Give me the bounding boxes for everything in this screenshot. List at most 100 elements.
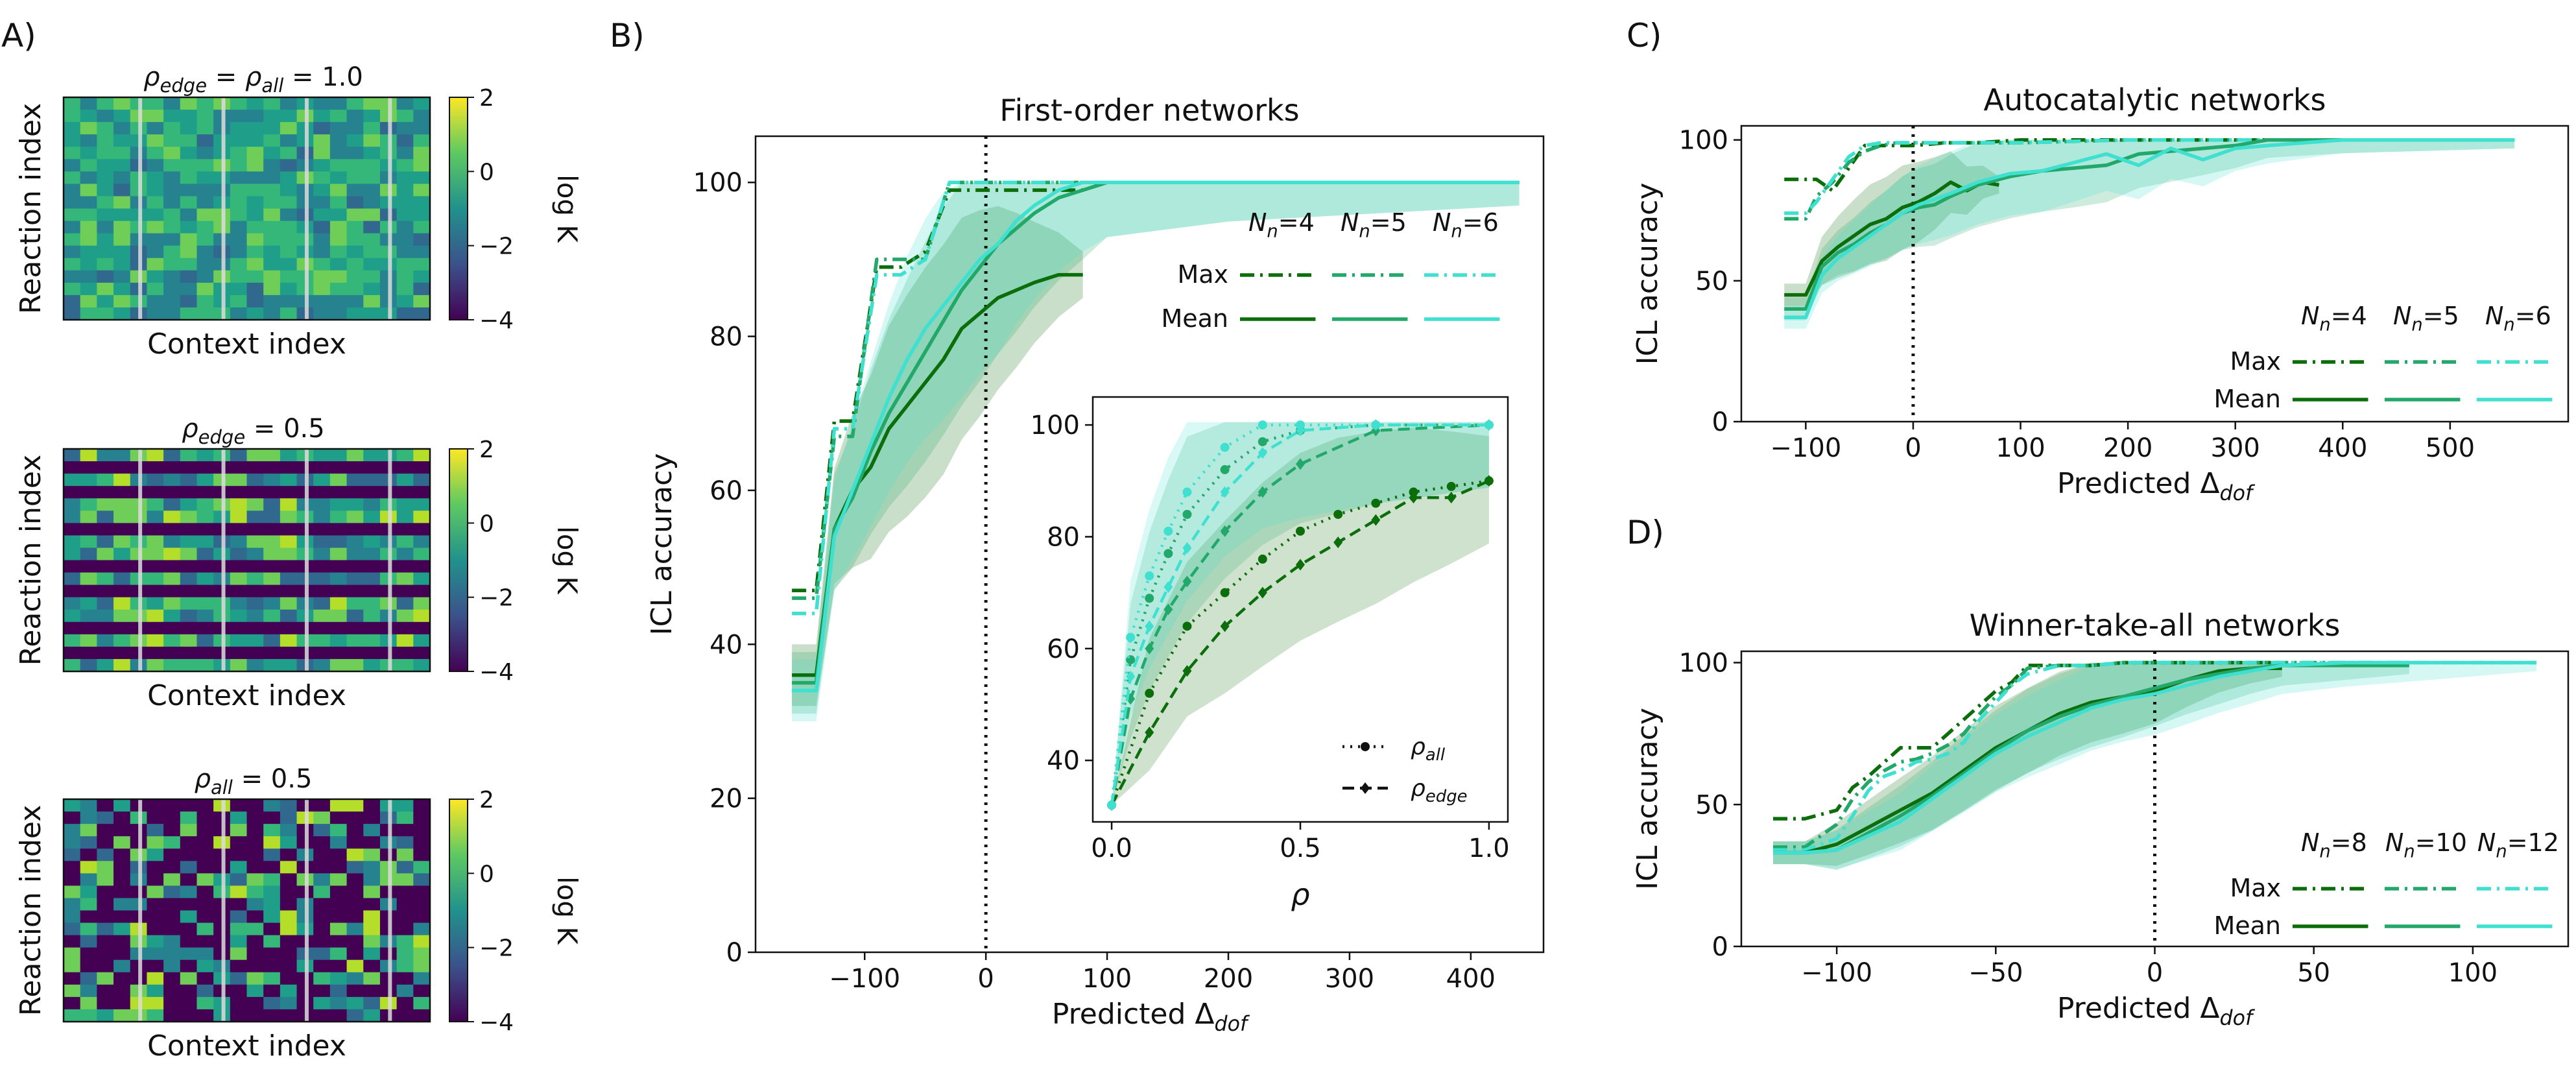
heatmap-cell bbox=[147, 658, 164, 672]
heatmap-cell bbox=[329, 910, 348, 924]
heatmap-cell bbox=[97, 885, 114, 899]
inset-marker-diamond bbox=[1220, 525, 1230, 537]
heatmap-cell bbox=[64, 547, 81, 561]
heatmap-cell bbox=[80, 799, 97, 812]
heatmap-cell bbox=[230, 295, 248, 308]
heatmap-cell bbox=[263, 996, 281, 1010]
heatmap-cell bbox=[197, 898, 214, 911]
heatmap-frame bbox=[62, 448, 431, 673]
heatmap-cell bbox=[180, 498, 198, 511]
heatmap-cell bbox=[64, 836, 81, 849]
heatmap-cell bbox=[97, 935, 114, 948]
heatmap-cell bbox=[329, 922, 348, 936]
heatmap-cell bbox=[163, 147, 181, 160]
heatmap-cell bbox=[147, 609, 164, 623]
heatmap-cell bbox=[280, 233, 298, 246]
heatmap-cell bbox=[313, 984, 331, 998]
heatmap-cell bbox=[180, 824, 198, 837]
heatmap-cell bbox=[113, 996, 131, 1010]
heatmap-cell bbox=[329, 947, 348, 961]
heatmap-cell bbox=[230, 621, 248, 635]
heatmap-cell bbox=[413, 547, 431, 561]
heatmap-cell bbox=[97, 449, 114, 462]
heatmap-cell bbox=[413, 634, 431, 647]
heatmap-cell bbox=[230, 245, 248, 259]
heatmap-cell bbox=[263, 560, 281, 573]
inset-marker-diamond bbox=[1163, 581, 1173, 594]
heatmap-cell bbox=[246, 984, 264, 998]
heatmap-cell bbox=[313, 609, 331, 623]
heatmap-cell bbox=[180, 848, 198, 861]
heatmap-cell bbox=[163, 572, 181, 586]
y-tick-label: 100 bbox=[1679, 649, 1728, 679]
heatmap-cell bbox=[113, 972, 131, 985]
heatmap-cell bbox=[197, 511, 214, 523]
heatmap-cell bbox=[280, 972, 298, 985]
heatmap-cell bbox=[64, 258, 81, 271]
heatmap-cell bbox=[280, 282, 298, 296]
heatmap-cell bbox=[413, 110, 431, 123]
heatmap-cell bbox=[97, 621, 114, 635]
heatmap-cell bbox=[180, 147, 198, 160]
heatmap-frame bbox=[62, 96, 431, 321]
heatmap-cell bbox=[197, 824, 214, 837]
heatmap-cell bbox=[280, 634, 298, 647]
inset-marker-circle bbox=[1126, 632, 1136, 642]
heatmap-cell bbox=[280, 947, 298, 961]
heatmap-cell bbox=[80, 295, 97, 308]
heatmap-cell bbox=[163, 873, 181, 886]
heatmap-cell bbox=[246, 996, 264, 1010]
heatmap-cell bbox=[197, 449, 214, 462]
heatmap-cell bbox=[329, 959, 348, 973]
heatmap-cell bbox=[246, 535, 264, 549]
heatmap-cell bbox=[163, 221, 181, 234]
heatmap-cell bbox=[80, 196, 97, 210]
heatmap-cell bbox=[246, 282, 264, 296]
heatmap-cell bbox=[363, 621, 381, 635]
heatmap-cell bbox=[147, 984, 164, 998]
inset-marker-diamond bbox=[1145, 642, 1154, 655]
heatmap-cell bbox=[346, 208, 364, 222]
heatmap-cell bbox=[64, 572, 81, 586]
heatmap-cell bbox=[64, 523, 81, 536]
legend-header: Nn=5 bbox=[2393, 302, 2459, 335]
heatmap-cell bbox=[363, 658, 381, 672]
heatmap-cell bbox=[396, 621, 414, 635]
heatmap-cell bbox=[329, 873, 348, 886]
heatmap-cell bbox=[97, 861, 114, 874]
colorbar-tick-label: 2 bbox=[479, 437, 494, 463]
heatmap-cell bbox=[197, 584, 214, 598]
heatmap-cell bbox=[97, 812, 114, 824]
heatmap-cell bbox=[280, 646, 298, 660]
heatmap-cell bbox=[97, 959, 114, 973]
heatmap-cell bbox=[280, 597, 298, 610]
inset-marker-diamond bbox=[1182, 542, 1192, 554]
heatmap-cell bbox=[280, 245, 298, 259]
heatmap-cell bbox=[413, 208, 431, 222]
heatmap-cell bbox=[413, 621, 431, 635]
heatmap-cell bbox=[363, 461, 381, 474]
heatmap-cell bbox=[180, 984, 198, 998]
heatmap-cell bbox=[280, 523, 298, 536]
heatmap-cell bbox=[396, 511, 414, 523]
heatmap-cell bbox=[113, 646, 131, 660]
heatmap-cell bbox=[346, 547, 364, 561]
heatmap-cell bbox=[163, 959, 181, 973]
heatmap-cell bbox=[246, 184, 264, 197]
heatmap-cell bbox=[147, 486, 164, 499]
heatmap-cell bbox=[163, 258, 181, 271]
heatmap-cell bbox=[80, 935, 97, 948]
heatmap-cell bbox=[396, 295, 414, 308]
heatmap-cell bbox=[263, 597, 281, 610]
heatmap-cell bbox=[346, 196, 364, 210]
heatmap-cell bbox=[413, 498, 431, 511]
heatmap-cell bbox=[263, 848, 281, 861]
panel-a-label: A) bbox=[1, 17, 36, 54]
legend-header: Nn=12 bbox=[2477, 828, 2559, 862]
heatmap-cell bbox=[329, 282, 348, 296]
colorbar-tick-label: 0 bbox=[479, 861, 494, 887]
heatmap-cell bbox=[64, 935, 81, 948]
heatmap-cell bbox=[113, 184, 131, 197]
heatmap-cell bbox=[97, 984, 114, 998]
x-tick-label: 200 bbox=[1204, 964, 1253, 994]
